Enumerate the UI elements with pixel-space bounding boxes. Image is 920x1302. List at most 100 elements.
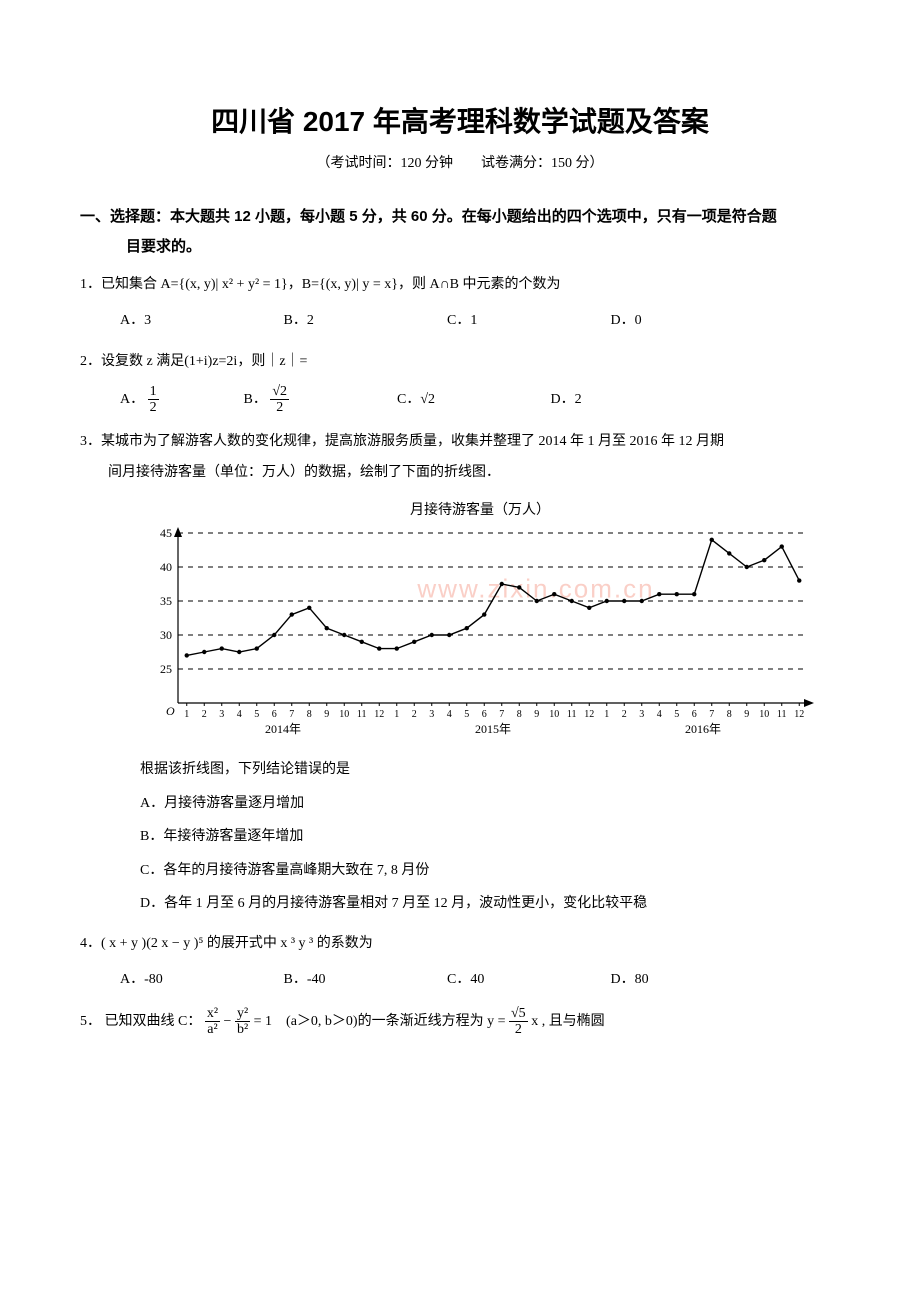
question-5: 5． 已知双曲线 C： x²a² − y²b² = 1 (a＞0, b＞0)的一… <box>80 1006 840 1038</box>
q2-opt-c: C．√2 <box>397 386 547 414</box>
q1-options: A．3 B．2 C．1 D．0 <box>80 307 840 335</box>
svg-text:6: 6 <box>692 709 697 720</box>
svg-text:7: 7 <box>289 709 294 720</box>
section-header-line2: 目要求的。 <box>80 232 840 262</box>
question-1: 1．已知集合 A={(x, y)| x² + y² = 1}，B={(x, y)… <box>80 270 840 301</box>
q4-options: A．-80 B．-40 C．40 D．80 <box>80 966 840 994</box>
svg-text:8: 8 <box>307 709 312 720</box>
q3-opt-c: C．各年的月接待游客量高峰期大致在 7, 8 月份 <box>140 854 840 888</box>
frac-den: b² <box>235 1022 250 1037</box>
q5-frac2: y²b² <box>235 1006 250 1038</box>
q1-opt-c: C．1 <box>447 307 607 335</box>
q3-text-a: 3．某城市为了解游客人数的变化规律，提高旅游服务质量，收集并整理了 2014 年… <box>80 434 724 449</box>
frac-den: 2 <box>270 400 289 415</box>
q4-opt-d: D．80 <box>611 966 731 994</box>
svg-text:2: 2 <box>412 709 417 720</box>
section-header: 一、选择题：本大题共 12 小题，每小题 5 分，共 60 分。在每小题给出的四… <box>80 202 840 262</box>
q2-a-frac: 12 <box>148 384 159 416</box>
svg-text:O: O <box>166 704 175 718</box>
svg-text:10: 10 <box>549 709 559 720</box>
frac-num: 1 <box>148 384 159 400</box>
q1-text: 1．已知集合 A={(x, y)| x² + y² = 1}，B={(x, y)… <box>80 277 561 292</box>
q2-opt-a: A． 12 <box>120 384 240 416</box>
q2-c-label: C． <box>397 386 420 414</box>
q2-b-frac: √22 <box>270 384 289 416</box>
q2-opt-d: D．2 <box>551 386 631 414</box>
svg-text:6: 6 <box>272 709 277 720</box>
q2-text: 2．设复数 z 满足(1+i)z=2i，则｜z｜= <box>80 354 307 369</box>
svg-text:2014年: 2014年 <box>265 722 301 736</box>
svg-text:3: 3 <box>429 709 434 720</box>
q1-opt-b: B．2 <box>284 307 444 335</box>
q3-conclusion: 根据该折线图，下列结论错误的是 <box>140 753 840 787</box>
svg-text:www.zixin.com.cn: www.zixin.com.cn <box>416 574 654 604</box>
q2-b-label: B． <box>244 386 267 414</box>
svg-text:9: 9 <box>324 709 329 720</box>
section-header-line1: 一、选择题：本大题共 12 小题，每小题 5 分，共 60 分。在每小题给出的四… <box>80 208 777 225</box>
svg-text:11: 11 <box>357 709 367 720</box>
svg-text:1: 1 <box>394 709 399 720</box>
q4-opt-b: B．-40 <box>284 966 444 994</box>
svg-text:30: 30 <box>160 628 172 642</box>
frac-den: 2 <box>148 400 159 415</box>
svg-text:12: 12 <box>584 709 594 720</box>
svg-text:35: 35 <box>160 594 172 608</box>
frac-num: √5 <box>509 1006 528 1022</box>
svg-text:5: 5 <box>464 709 469 720</box>
svg-text:8: 8 <box>727 709 732 720</box>
q1-opt-a: A．3 <box>120 307 280 335</box>
page-subtitle: （考试时间：120 分钟 试卷满分：150 分） <box>80 152 840 172</box>
q2-a-label: A． <box>120 386 144 414</box>
chart-container: 月接待游客量（万人） www.zixin.com.cn2530354045O12… <box>140 499 840 743</box>
chart-title: 月接待游客量（万人） <box>140 499 820 519</box>
q3-opt-d: D．各年 1 月至 6 月的月接待游客量相对 7 月至 12 月，波动性更小，变… <box>140 887 840 921</box>
svg-text:2: 2 <box>202 709 207 720</box>
svg-text:2015年: 2015年 <box>475 722 511 736</box>
svg-text:10: 10 <box>759 709 769 720</box>
frac-den: a² <box>205 1022 220 1037</box>
q5-frac1: x²a² <box>205 1006 220 1038</box>
q3-conclusion-block: 根据该折线图，下列结论错误的是 A．月接待游客量逐月增加 B．年接待游客量逐年增… <box>80 753 840 921</box>
svg-text:3: 3 <box>219 709 224 720</box>
svg-text:4: 4 <box>237 709 242 720</box>
q5-minus: − <box>224 1014 235 1029</box>
svg-text:8: 8 <box>517 709 522 720</box>
q1-opt-d: D．0 <box>611 307 731 335</box>
q5-frac3: √52 <box>509 1006 528 1038</box>
svg-text:4: 4 <box>657 709 662 720</box>
q3-opt-b: B．年接待游客量逐年增加 <box>140 820 840 854</box>
frac-num: x² <box>205 1006 220 1022</box>
frac-den: 2 <box>509 1022 528 1037</box>
q4-text: 4．( x + y )(2 x − y )⁵ 的展开式中 x ³ y ³ 的系数… <box>80 936 373 951</box>
svg-text:4: 4 <box>447 709 452 720</box>
svg-text:45: 45 <box>160 526 172 540</box>
svg-text:11: 11 <box>777 709 787 720</box>
question-3: 3．某城市为了解游客人数的变化规律，提高旅游服务质量，收集并整理了 2014 年… <box>80 427 840 489</box>
q3-opt-a: A．月接待游客量逐月增加 <box>140 787 840 821</box>
svg-text:2016年: 2016年 <box>685 722 721 736</box>
q4-opt-a: A．-80 <box>120 966 280 994</box>
question-2: 2．设复数 z 满足(1+i)z=2i，则｜z｜= <box>80 347 840 378</box>
q3-text-b: 间月接待游客量（单位：万人）的数据，绘制了下面的折线图． <box>80 458 500 489</box>
question-4: 4．( x + y )(2 x − y )⁵ 的展开式中 x ³ y ³ 的系数… <box>80 929 840 960</box>
frac-num: √2 <box>270 384 289 400</box>
svg-text:5: 5 <box>254 709 259 720</box>
svg-text:1: 1 <box>184 709 189 720</box>
svg-text:3: 3 <box>639 709 644 720</box>
q2-c-val: √2 <box>420 386 435 414</box>
svg-text:5: 5 <box>674 709 679 720</box>
svg-text:9: 9 <box>534 709 539 720</box>
svg-text:40: 40 <box>160 560 172 574</box>
q2-opt-b: B． √22 <box>244 384 394 416</box>
svg-text:10: 10 <box>339 709 349 720</box>
q5-post: x , 且与椭圆 <box>531 1014 605 1029</box>
q5-mid: = 1 (a＞0, b＞0)的一条渐近线方程为 y = <box>254 1014 509 1029</box>
svg-text:25: 25 <box>160 662 172 676</box>
svg-text:7: 7 <box>709 709 714 720</box>
page-title: 四川省 2017 年高考理科数学试题及答案 <box>80 100 840 140</box>
line-chart: www.zixin.com.cn2530354045O1234567891011… <box>140 523 820 743</box>
q5-pre: 5． 已知双曲线 C： <box>80 1014 201 1029</box>
q2-options: A． 12 B． √22 C．√2 D．2 <box>80 384 840 416</box>
q4-opt-c: C．40 <box>447 966 607 994</box>
svg-text:12: 12 <box>374 709 384 720</box>
